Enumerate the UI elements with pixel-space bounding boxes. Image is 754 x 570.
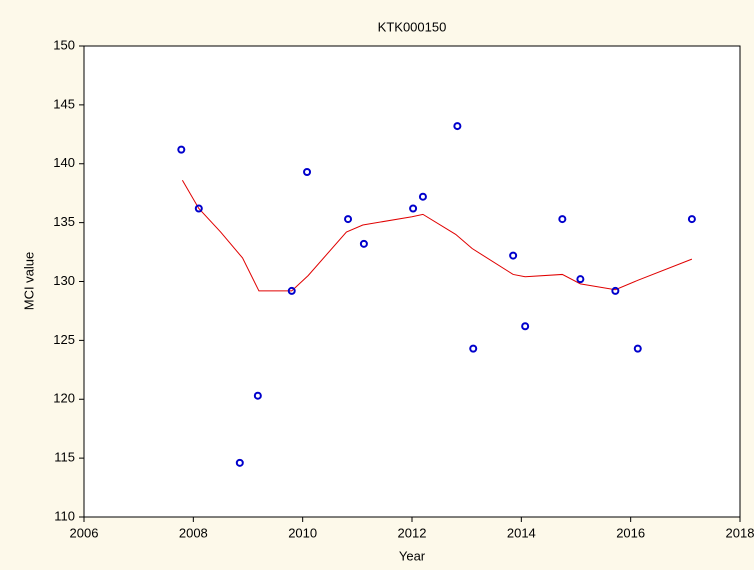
y-axis-label: MCI value — [21, 252, 36, 311]
y-tick-label: 130 — [53, 273, 75, 288]
data-point — [409, 204, 418, 213]
data-point — [453, 122, 462, 131]
data-point — [359, 239, 368, 248]
data-point — [576, 275, 585, 284]
y-tick-label: 125 — [53, 332, 75, 347]
data-point — [177, 145, 186, 154]
x-tick-label: 2014 — [507, 525, 536, 540]
y-tick-label: 135 — [53, 214, 75, 229]
y-tick-label: 145 — [53, 96, 75, 111]
data-point — [418, 192, 427, 201]
data-point — [344, 215, 353, 224]
data-point — [469, 344, 478, 353]
data-point — [235, 458, 244, 467]
plot-area — [83, 45, 741, 518]
y-tick-label: 140 — [53, 155, 75, 170]
y-tick-label: 150 — [53, 37, 75, 52]
data-point — [521, 322, 530, 331]
x-tick-label: 2016 — [616, 525, 645, 540]
x-tick-label: 2010 — [288, 525, 317, 540]
data-point — [253, 391, 262, 400]
data-point — [303, 167, 312, 176]
y-tick-label: 120 — [53, 391, 75, 406]
data-point — [509, 251, 518, 260]
data-point — [687, 215, 696, 224]
y-tick-label: 110 — [54, 508, 75, 523]
data-point — [611, 286, 620, 295]
data-point — [558, 215, 567, 224]
data-point — [194, 204, 203, 213]
x-axis-label: Year — [399, 548, 426, 563]
data-point — [287, 286, 296, 295]
y-tick-label: 115 — [54, 450, 75, 465]
trend-line — [181, 179, 693, 292]
x-tick-label: 2008 — [179, 525, 208, 540]
x-tick-label: 2012 — [398, 525, 427, 540]
data-point — [633, 344, 642, 353]
chart-title: KTK000150 — [378, 19, 447, 34]
x-tick-label: 2006 — [70, 525, 99, 540]
x-tick-label: 2018 — [726, 525, 754, 540]
